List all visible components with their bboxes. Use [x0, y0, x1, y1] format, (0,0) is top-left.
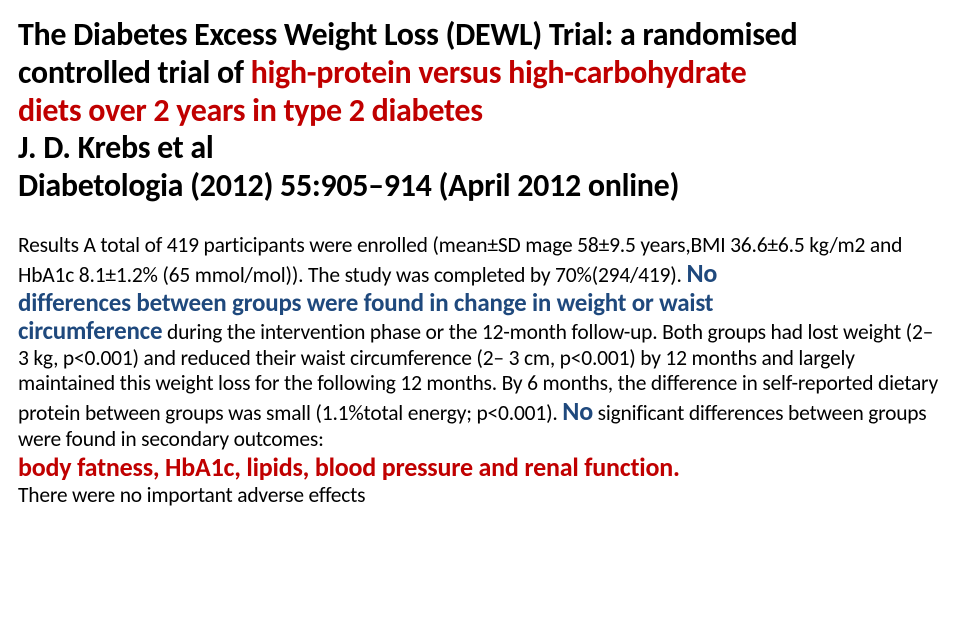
title-citation: Diabetologia (2012) 55:905–914 (April 20… [18, 166, 679, 205]
results-paragraph: Results A total of 419 participants were… [18, 233, 941, 509]
outcomes-list: body fatness, HbA1c, lipids, blood press… [18, 451, 680, 483]
title-line3: diets over 2 years in type 2 diabetes [18, 91, 483, 130]
title-line2b: high-protein versus high-carbohydrate [251, 53, 747, 92]
results-intro: Results A total of 419 participants were… [18, 232, 902, 288]
title-author: J. D. Krebs et al [18, 128, 213, 167]
highlight-line2: circumference [18, 315, 162, 346]
adverse-effects: There were no important adverse effects [18, 482, 365, 508]
highlight-line1: differences between groups were found in… [18, 287, 713, 318]
title-line2a: controlled trial of [18, 53, 251, 92]
no-highlight-2: No [562, 395, 593, 427]
title-line1: The Diabetes Excess Weight Loss (DEWL) T… [18, 15, 797, 54]
title-block: The Diabetes Excess Weight Loss (DEWL) T… [18, 16, 941, 205]
no-highlight-1: No [686, 257, 717, 289]
